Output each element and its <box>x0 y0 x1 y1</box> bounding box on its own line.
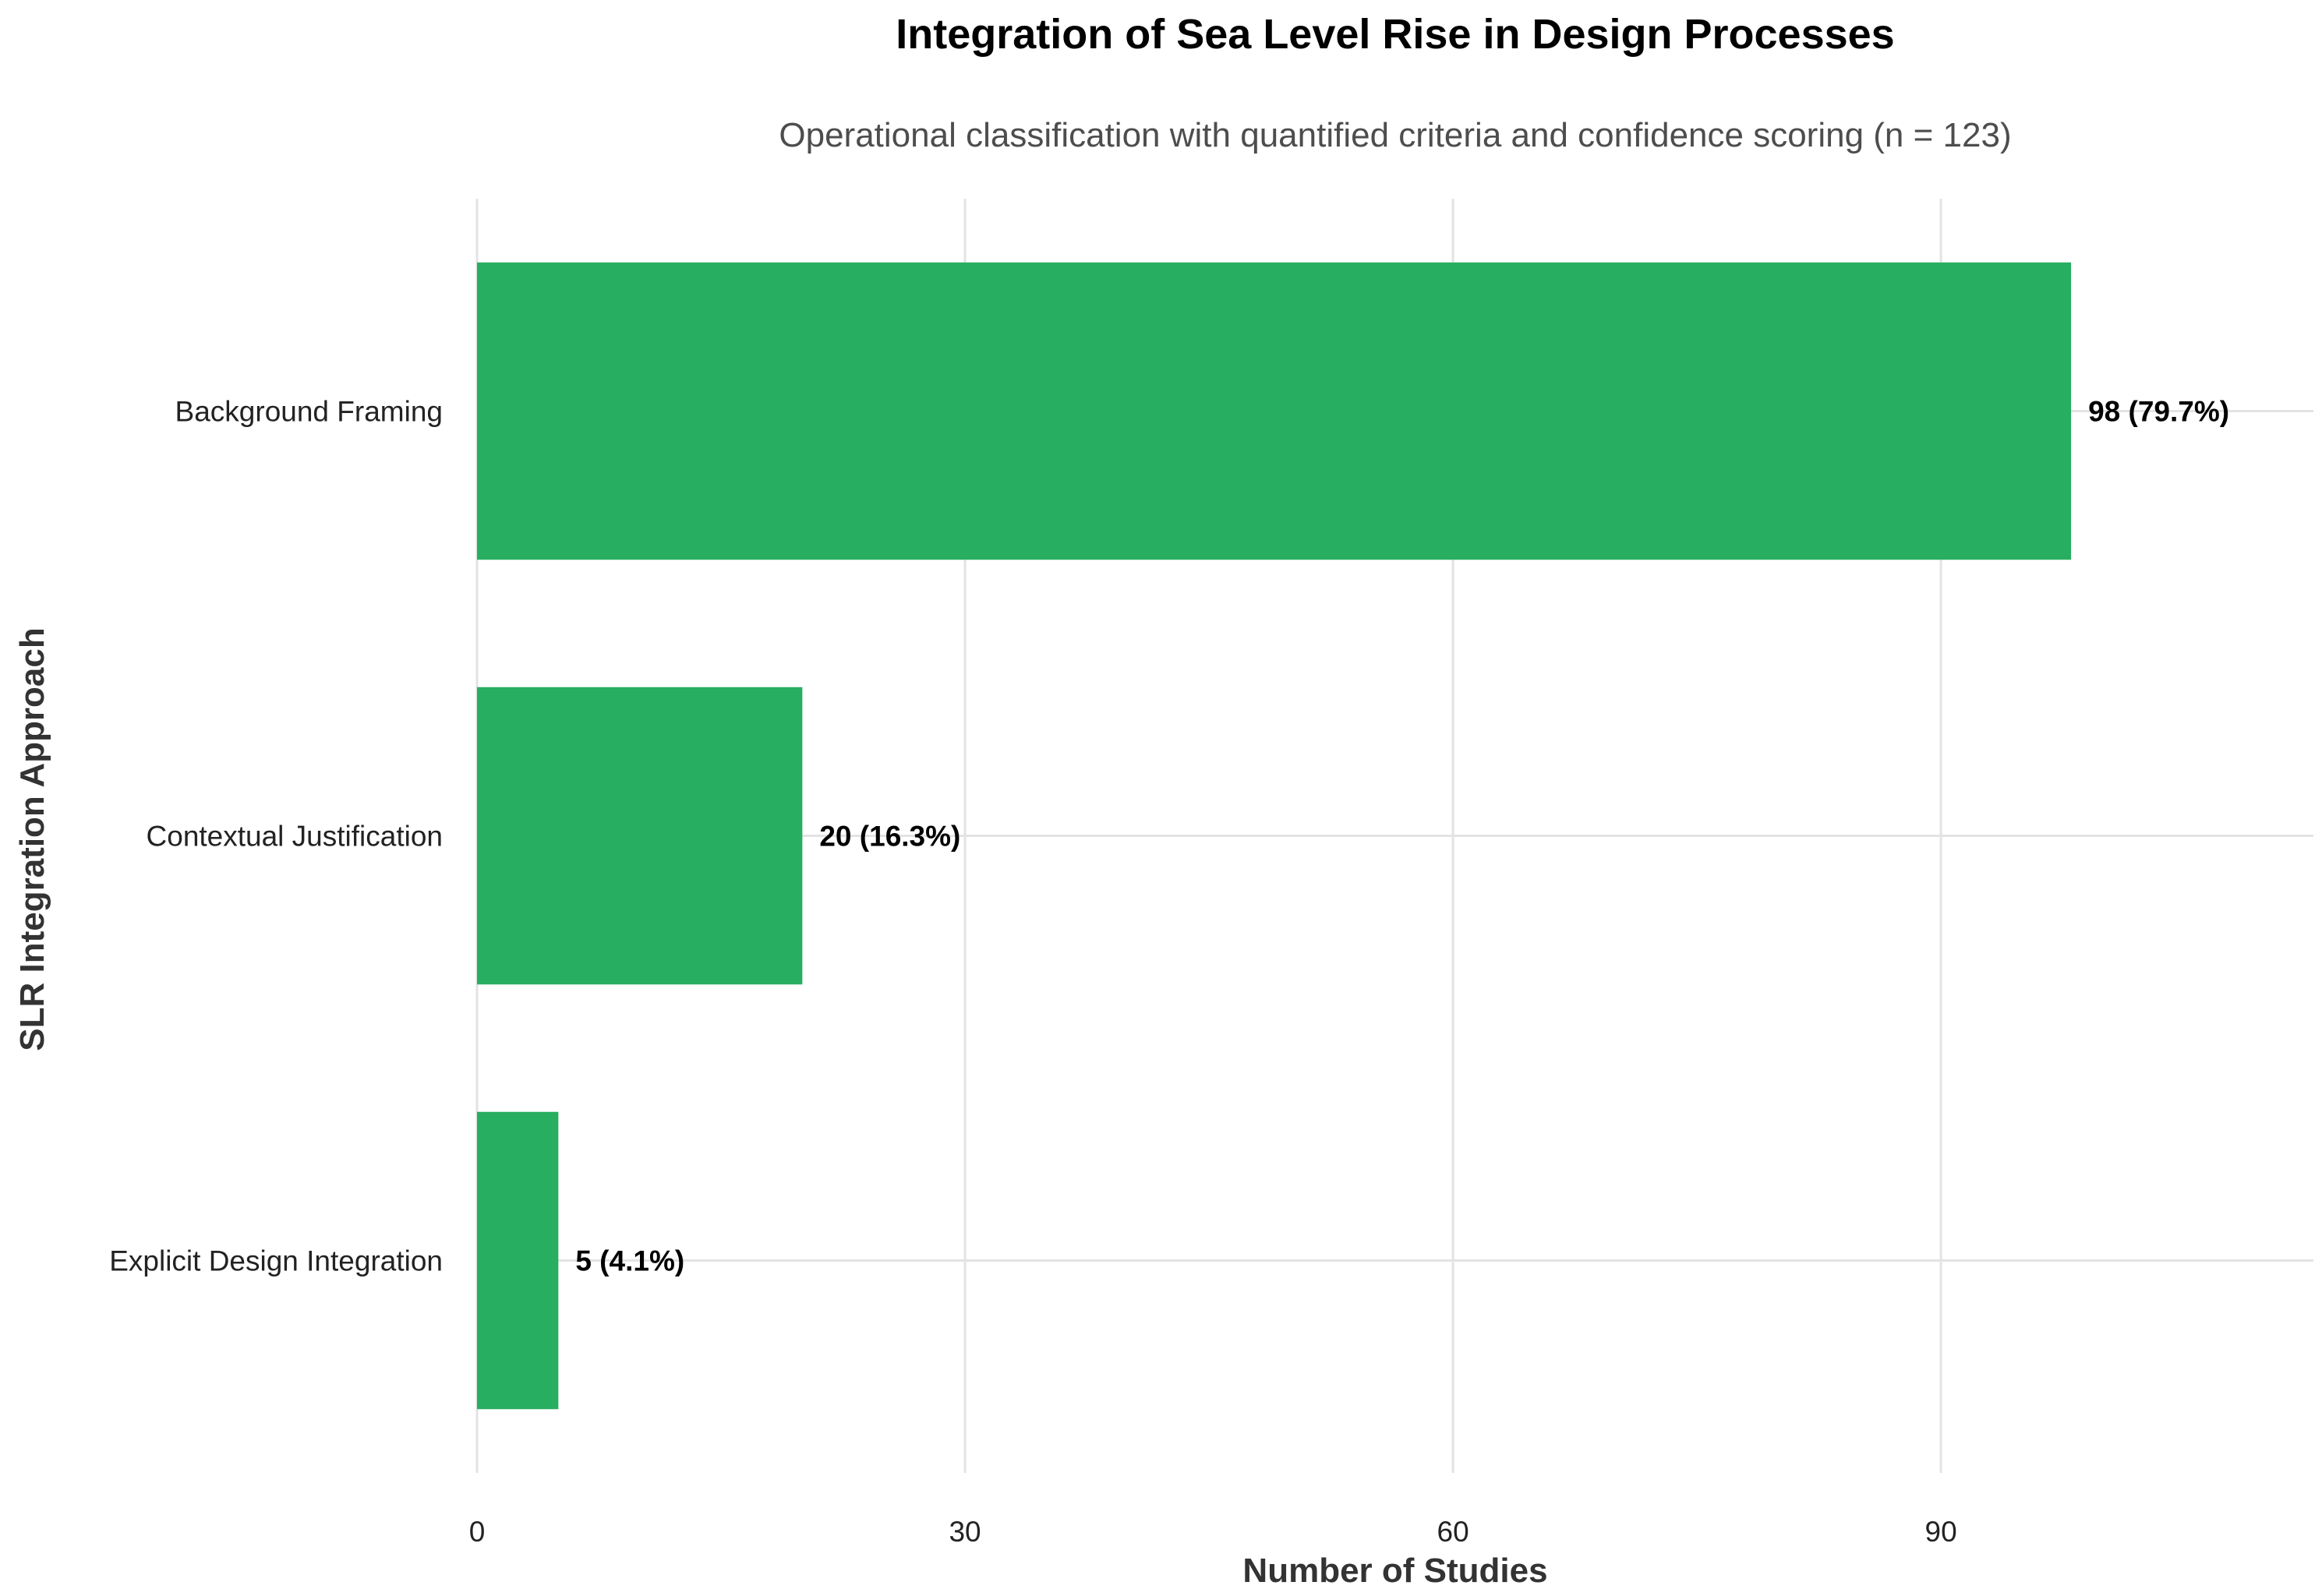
y-tick-label: Contextual Justification <box>147 821 443 853</box>
y-axis-title: SLR Integration Approach <box>13 627 51 1051</box>
bar <box>477 262 2072 560</box>
x-tick-label: 30 <box>949 1516 981 1548</box>
bars <box>477 262 2072 1410</box>
x-tick-label: 90 <box>1925 1516 1957 1548</box>
x-tick-label: 0 <box>469 1516 486 1548</box>
chart-subtitle: Operational classification with quantifi… <box>779 116 2011 154</box>
bar-data-label: 20 (16.3%) <box>819 821 960 853</box>
bar-labels: 98 (79.7%) 20 (16.3%) 5 (4.1%) <box>575 396 2229 1277</box>
x-axis-tick-labels: 0 30 60 90 <box>469 1516 1957 1548</box>
bar-data-label: 98 (79.7%) <box>2088 396 2229 428</box>
x-axis-title: Number of Studies <box>1242 1552 1547 1590</box>
x-tick-label: 60 <box>1437 1516 1469 1548</box>
chart-title: Integration of Sea Level Rise in Design … <box>896 11 1894 58</box>
y-axis-tick-labels: Background Framing Contextual Justificati… <box>109 396 443 1277</box>
bar <box>477 1111 559 1410</box>
bar <box>477 687 803 985</box>
y-tick-label: Background Framing <box>175 396 443 428</box>
y-tick-label: Explicit Design Integration <box>109 1245 443 1277</box>
bar-data-label: 5 (4.1%) <box>575 1245 684 1277</box>
